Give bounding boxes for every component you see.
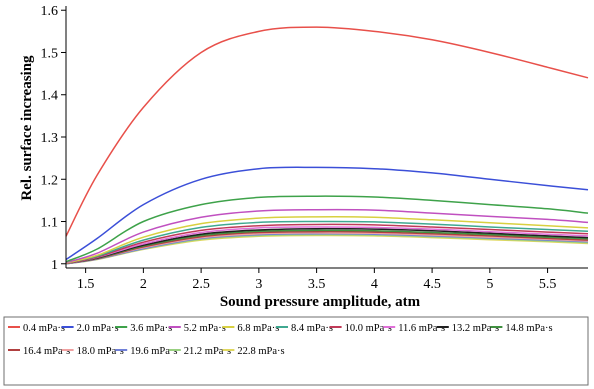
legend-item: 14.8 mPa·s bbox=[490, 323, 553, 334]
y-tick-label: 1.3 bbox=[41, 131, 59, 146]
legend-label: 22.8 mPa·s bbox=[237, 346, 284, 357]
series-line bbox=[65, 220, 589, 264]
legend-box bbox=[3, 316, 589, 386]
x-tick-label: 4 bbox=[371, 277, 378, 292]
legend-item: 3.6 mPa·s bbox=[115, 323, 172, 334]
legend-item: 13.2 mPa·s bbox=[436, 323, 499, 334]
legend-item: 0.4 mPa·s bbox=[8, 323, 65, 334]
legend-label: 13.2 mPa·s bbox=[452, 323, 499, 334]
y-tick-label: 1.2 bbox=[41, 173, 59, 188]
legend-label: 18.0 mPa·s bbox=[77, 346, 124, 357]
series-line bbox=[65, 216, 589, 264]
legend-item: 16.4 mPa·s bbox=[8, 346, 70, 357]
x-tick-label: 5 bbox=[486, 277, 493, 292]
series-line bbox=[65, 227, 589, 265]
legend-label: 16.4 mPa·s bbox=[23, 346, 70, 357]
axes: 1.5 2 2.5 3 3.5 4 4.5 5 5.5 1 1.1 1.2 1.3 1.4 1.5 1.6 bbox=[41, 4, 588, 292]
legend-item: 21.2 mPa·s bbox=[168, 346, 231, 357]
series-line bbox=[65, 208, 589, 264]
legend-item: 10.0 mPa·s bbox=[329, 323, 392, 334]
legend-item: 18.0 mPa·s bbox=[61, 346, 124, 357]
legend-label: 6.8 mPa·s bbox=[237, 323, 279, 334]
y-tick-label: 1.6 bbox=[41, 4, 59, 19]
series-line bbox=[65, 223, 589, 265]
y-axis-title: Rel. surface increasing bbox=[19, 55, 35, 201]
legend-label: 3.6 mPa·s bbox=[130, 323, 172, 334]
x-tick-label: 2.5 bbox=[192, 277, 210, 292]
series-line bbox=[65, 226, 589, 265]
x-tick-label: 5.5 bbox=[539, 277, 557, 292]
y-tick-label: 1.1 bbox=[41, 216, 59, 231]
legend-label: 0.4 mPa·s bbox=[23, 323, 65, 334]
y-tick-label: 1 bbox=[51, 258, 58, 273]
series-line bbox=[65, 166, 589, 261]
legend: 0.4 mPa·s 2.0 mPa·s 3.6 mPa·s 5.2 mPa·s 6.8 … bbox=[3, 316, 589, 386]
legend-label: 2.0 mPa·s bbox=[77, 323, 119, 334]
legend-label: 5.2 mPa·s bbox=[184, 323, 226, 334]
x-tick-label: 3.5 bbox=[308, 277, 326, 292]
x-tick-label: 4.5 bbox=[423, 277, 441, 292]
legend-item: 19.6 mPa·s bbox=[115, 346, 177, 357]
legend-label: 19.6 mPa·s bbox=[130, 346, 177, 357]
legend-item: 22.8 mPa·s bbox=[222, 346, 285, 357]
y-tick-label: 1.4 bbox=[41, 89, 59, 104]
legend-item: 8.4 mPa·s bbox=[276, 323, 333, 334]
legend-item: 11.6 mPa·s bbox=[383, 323, 445, 334]
legend-item: 6.8 mPa·s bbox=[222, 323, 279, 334]
x-tick-label: 2 bbox=[140, 277, 147, 292]
x-axis-title: Sound pressure amplitude, atm bbox=[220, 294, 421, 310]
legend-label: 11.6 mPa·s bbox=[398, 323, 445, 334]
legend-label: 14.8 mPa·s bbox=[505, 323, 552, 334]
x-tick-label: 1.5 bbox=[77, 277, 95, 292]
legend-label: 21.2 mPa·s bbox=[184, 346, 231, 357]
plot-area bbox=[65, 26, 589, 265]
y-tick-label: 1.5 bbox=[41, 46, 59, 61]
legend-label: 10.0 mPa·s bbox=[345, 323, 392, 334]
legend-item: 5.2 mPa·s bbox=[168, 323, 226, 334]
legend-item: 2.0 mPa·s bbox=[61, 323, 119, 334]
x-tick-label: 3 bbox=[255, 277, 262, 292]
series-line bbox=[65, 26, 589, 237]
legend-label: 8.4 mPa·s bbox=[291, 323, 333, 334]
series-line bbox=[65, 195, 589, 263]
